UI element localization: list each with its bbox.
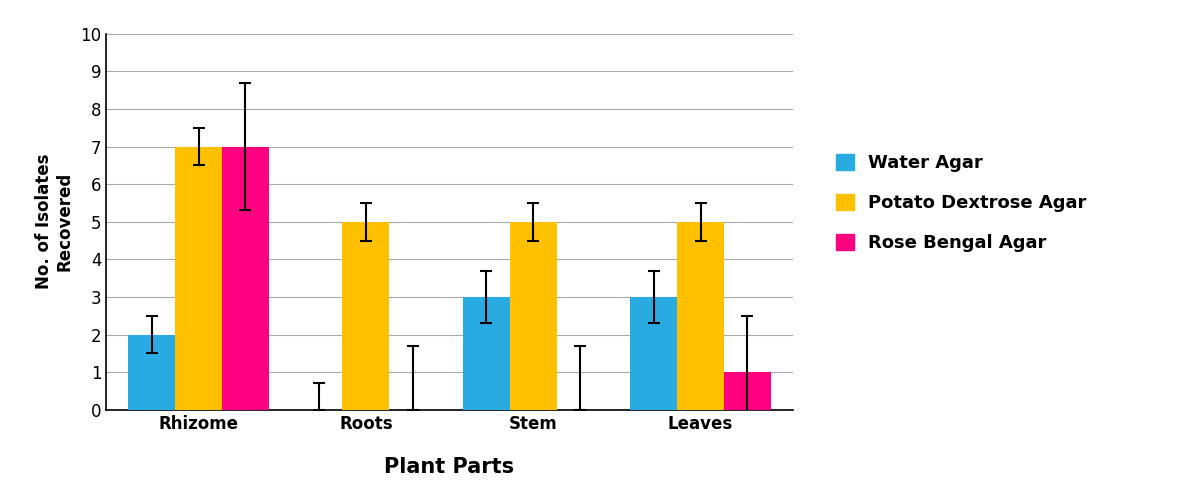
- Bar: [724, 372, 771, 410]
- Y-axis label: No. of Isolates
Recovered: No. of Isolates Recovered: [34, 154, 73, 290]
- Bar: [463, 297, 510, 410]
- Bar: [631, 297, 677, 410]
- Text: Plant Parts: Plant Parts: [384, 457, 515, 477]
- Legend: Water Agar, Potato Dextrose Agar, Rose Bengal Agar: Water Agar, Potato Dextrose Agar, Rose B…: [836, 154, 1087, 252]
- Bar: [175, 147, 222, 410]
- Bar: [222, 147, 269, 410]
- Bar: [342, 222, 389, 410]
- Bar: [128, 335, 175, 410]
- Bar: [510, 222, 557, 410]
- Bar: [677, 222, 724, 410]
